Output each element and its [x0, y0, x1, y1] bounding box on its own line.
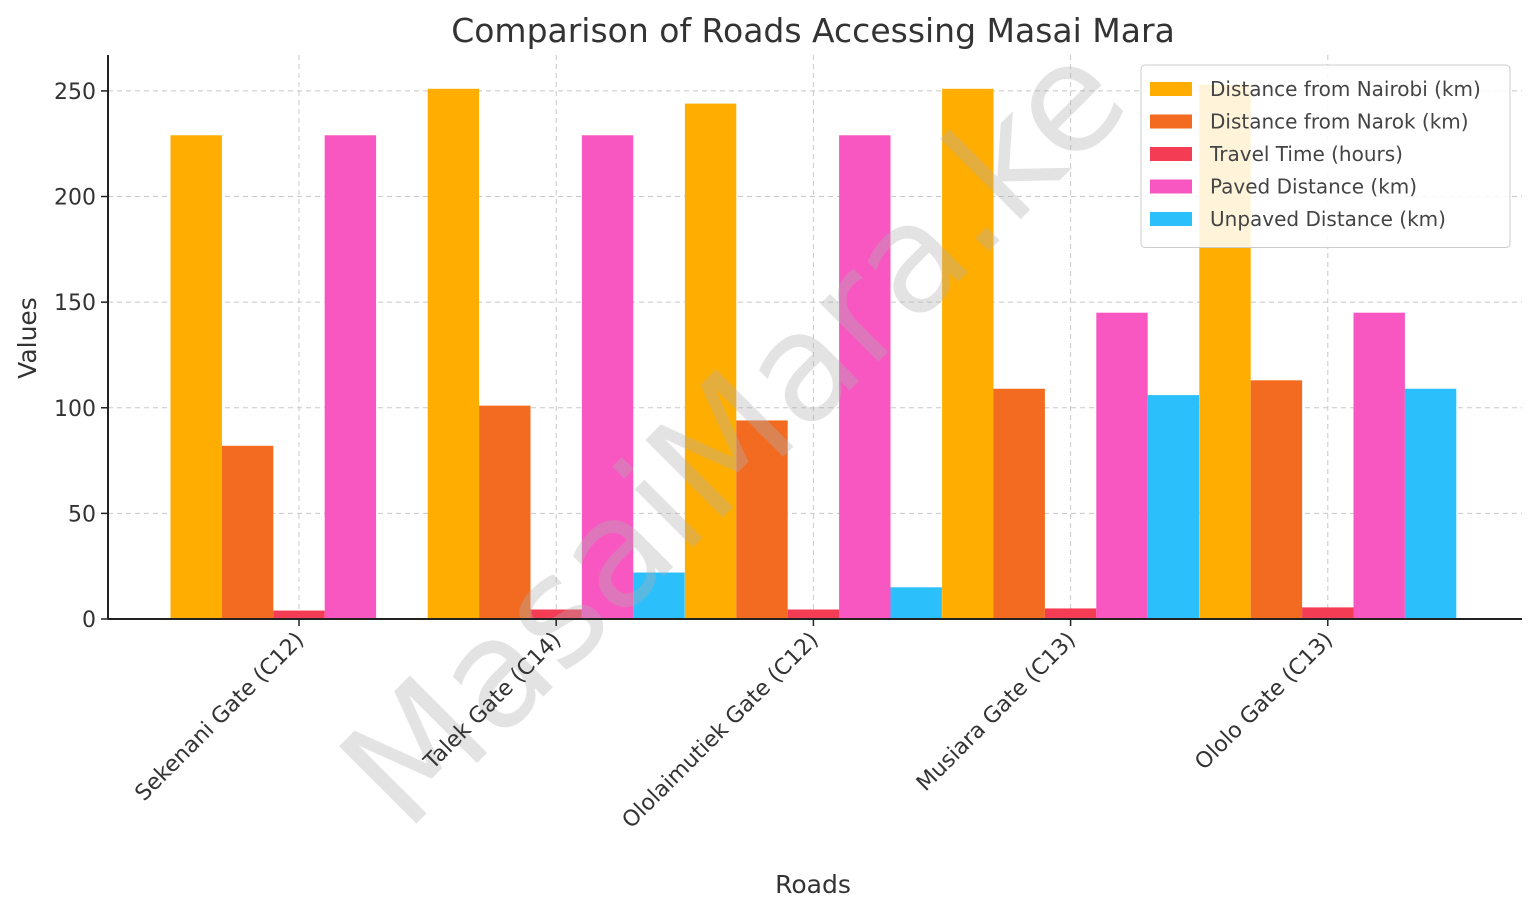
legend-label-travel-time-hours: Travel Time (hours) — [1209, 142, 1403, 166]
legend-label-distance-from-nairobi-km: Distance from Nairobi (km) — [1210, 77, 1481, 101]
chart-title: Comparison of Roads Accessing Masai Mara — [451, 11, 1175, 50]
legend-swatch-unpaved-distance-km — [1150, 212, 1192, 226]
legend-label-paved-distance-km: Paved Distance (km) — [1210, 175, 1417, 199]
bar-paved-distance-km-talek-gate-c14 — [581, 135, 634, 620]
legend: Distance from Nairobi (km) Distance from … — [1140, 64, 1511, 248]
bar-unpaved-distance-km-musiara-gate-c13 — [1147, 395, 1200, 619]
bar-paved-distance-km-musiara-gate-c13 — [1096, 312, 1148, 619]
bar-distance-from-nairobi-km-ololaimutiek-gate-c12 — [684, 103, 737, 619]
bar-distance-from-narok-km-sekenani-gate-c12 — [221, 445, 274, 619]
axes — [101, 55, 1522, 626]
legend-swatch-distance-from-narok-km — [1150, 114, 1192, 129]
bar-unpaved-distance-km-ololo-gate-c13 — [1404, 388, 1457, 619]
bar-travel-time-hours-ololaimutiek-gate-c12 — [787, 609, 840, 619]
legend-swatch-distance-from-nairobi-km — [1150, 82, 1192, 96]
x-tick-label: Ololo Gate (C13) — [1190, 628, 1338, 776]
y-tick-label: 250 — [54, 80, 96, 105]
bar-distance-from-narok-km-musiara-gate-c13 — [993, 388, 1045, 619]
bar-travel-time-hours-talek-gate-c14 — [530, 609, 582, 619]
y-tick-label: 150 — [54, 291, 96, 316]
x-tick-label: Musiara Gate (C13) — [912, 628, 1081, 797]
bars — [170, 84, 1457, 620]
y-tick-label: 0 — [82, 608, 96, 633]
legend-label-unpaved-distance-km: Unpaved Distance (km) — [1210, 207, 1446, 231]
bar-travel-time-hours-ololo-gate-c13 — [1302, 607, 1354, 619]
bar-distance-from-nairobi-km-musiara-gate-c13 — [942, 88, 994, 620]
legend-label-distance-from-narok-km: Distance from Narok (km) — [1210, 110, 1469, 134]
y-tick-label: 50 — [68, 502, 96, 527]
y-tick-label: 200 — [54, 186, 96, 211]
bar-unpaved-distance-km-talek-gate-c14 — [633, 572, 685, 619]
bar-paved-distance-km-sekenani-gate-c12 — [324, 135, 377, 620]
legend-swatch-travel-time-hours — [1150, 147, 1192, 161]
x-tick-label: Ololaimutiek Gate (C12) — [618, 628, 824, 834]
bar-travel-time-hours-sekenani-gate-c12 — [273, 610, 325, 619]
bar-distance-from-narok-km-ololaimutiek-gate-c12 — [736, 420, 788, 619]
x-tick-label: Sekenani Gate (C12) — [131, 628, 310, 807]
y-tick-label: 100 — [54, 397, 96, 422]
y-axis-label: Values — [13, 297, 42, 379]
x-axis-label: Roads — [775, 870, 851, 899]
legend-swatch-paved-distance-km — [1150, 179, 1192, 194]
bar-distance-from-narok-km-ololo-gate-c13 — [1250, 380, 1303, 619]
bar-unpaved-distance-km-ololaimutiek-gate-c12 — [890, 587, 942, 619]
bar-travel-time-hours-musiara-gate-c13 — [1044, 608, 1097, 619]
bar-distance-from-narok-km-talek-gate-c14 — [479, 405, 531, 619]
bar-paved-distance-km-ololaimutiek-gate-c12 — [839, 135, 891, 620]
legend-box — [1140, 64, 1511, 248]
bar-distance-from-nairobi-km-sekenani-gate-c12 — [170, 135, 222, 620]
bar-paved-distance-km-ololo-gate-c13 — [1353, 312, 1405, 619]
bar-distance-from-nairobi-km-talek-gate-c14 — [427, 88, 480, 620]
